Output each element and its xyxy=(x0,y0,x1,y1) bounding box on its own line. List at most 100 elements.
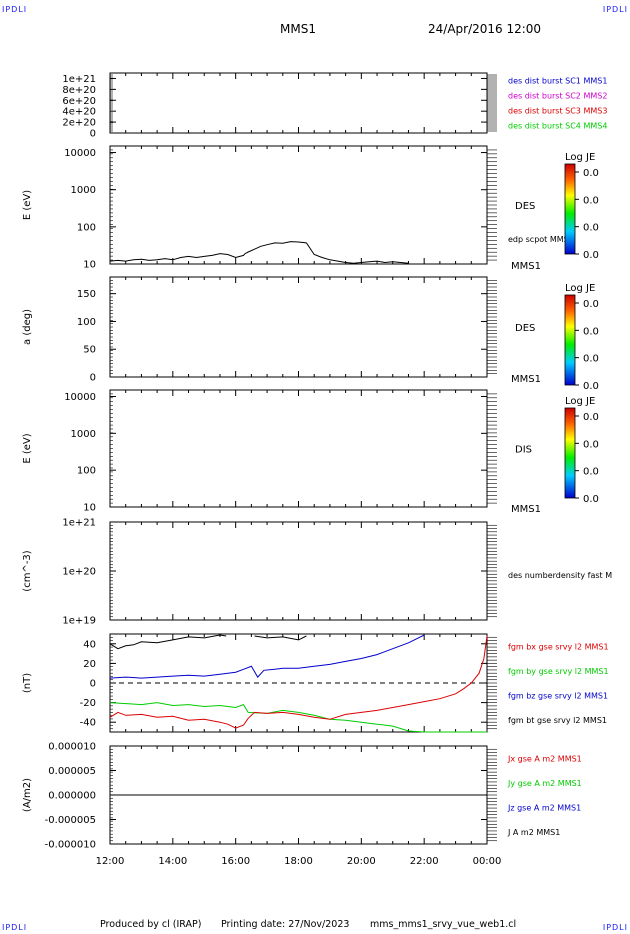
right-series-label-p5: des numberdensity fast M xyxy=(508,571,612,580)
series-line-p6 xyxy=(109,634,307,650)
colorbar-tick-label-p4: 0.0 xyxy=(583,494,599,505)
x-tick-label: 22:00 xyxy=(410,856,439,867)
colorbar-tick-label-p2: 0.0 xyxy=(583,168,599,179)
corner-label-top-left: IPDLI xyxy=(2,5,28,14)
y-tick-label-p5: 1e+19 xyxy=(62,616,96,627)
legend-entry-p1: des dist burst SC1 MMS1 xyxy=(508,77,607,86)
legend-entry-p6: fgm bz gse srvy l2 MMS1 xyxy=(508,691,608,700)
y-tick-label-p6: -20 xyxy=(80,698,96,709)
colorbar-p3 xyxy=(564,294,576,386)
colorbar-tick-label-p3: 0.0 xyxy=(583,381,599,392)
colorbar-p2 xyxy=(564,163,576,255)
y-tick-label-p5: 1e+20 xyxy=(62,567,96,578)
footer-filename: mms_mms1_srvy_vue_web1.cl xyxy=(370,919,517,930)
y-tick-label-p6: 0 xyxy=(90,679,96,690)
y-tick-label-p2: 10 xyxy=(83,260,96,271)
colorbar-tick-label-p3: 0.0 xyxy=(583,299,599,310)
y-tick-label-p6: 20 xyxy=(83,659,96,670)
y-tick-label-p7: 0.000005 xyxy=(48,766,96,777)
y-tick-label-p1: 6e+20 xyxy=(62,96,96,107)
x-tick-label: 12:00 xyxy=(96,856,125,867)
series-line-p6 xyxy=(109,635,488,729)
colorbar-title-p2: Log JE xyxy=(565,152,595,163)
y-tick-label-p1: 0 xyxy=(90,129,96,140)
colorbar-title-p4: Log JE xyxy=(565,396,595,407)
corner-label-top-right: IPDLI xyxy=(602,5,628,14)
colorbar-tick-label-p3: 0.0 xyxy=(583,354,599,365)
y-tick-label-p3: 150 xyxy=(77,289,96,300)
x-tick-label: 20:00 xyxy=(347,856,376,867)
y-tick-label-p7: -0.000010 xyxy=(45,840,96,851)
y-axis-label-p2: E (eV) xyxy=(22,190,33,220)
y-tick-label-p1: 2e+20 xyxy=(62,118,96,129)
spacecraft-label-p4: MMS1 xyxy=(511,504,541,515)
x-tick-label: 18:00 xyxy=(284,856,313,867)
y-tick-label-p6: -40 xyxy=(80,718,96,729)
corner-label-bottom-right: IPDLI xyxy=(602,923,628,932)
right-series-label-p2: edp scpot MMS1 xyxy=(508,235,574,244)
panel-frame-p4 xyxy=(109,389,488,508)
spacecraft-title: MMS1 xyxy=(280,22,316,36)
panel-frame-p3 xyxy=(109,276,488,378)
y-axis-label-p3: a (deg) xyxy=(22,309,33,345)
y-tick-label-p7: 0.000010 xyxy=(48,742,96,753)
x-tick-label: 00:00 xyxy=(473,856,502,867)
x-tick-label: 16:00 xyxy=(221,856,250,867)
colorbar-tick-label-p4: 0.0 xyxy=(583,467,599,478)
panel-frame-p1 xyxy=(109,72,488,134)
series-line-p6 xyxy=(109,634,425,679)
colorbar-tick-label-p4: 0.0 xyxy=(583,439,599,450)
legend-entry-p7: Jy gse A m2 MMS1 xyxy=(507,779,582,788)
datetime-title: 24/Apr/2016 12:00 xyxy=(428,22,542,36)
y-tick-label-p7: -0.000005 xyxy=(45,815,96,826)
colorbar-tick-label-p2: 0.0 xyxy=(583,195,599,206)
y-tick-label-p4: 1000 xyxy=(71,429,96,440)
legend-entry-p7: Jz gse A m2 MMS1 xyxy=(507,803,581,812)
y-tick-label-p7: 0.000000 xyxy=(48,791,96,802)
legend-entry-p6: fgm bt gse srvy l2 MMS1 xyxy=(508,716,607,725)
footer-printing-date: Printing date: 27/Nov/2023 xyxy=(221,919,350,930)
legend-entry-p7: Jx gse A m2 MMS1 xyxy=(507,754,582,763)
colorbar-title-p3: Log JE xyxy=(565,283,595,294)
legend-entry-p1: des dist burst SC2 MMS2 xyxy=(508,92,607,101)
spacecraft-label-p3: MMS1 xyxy=(511,374,541,385)
colorbar-tick-label-p2: 0.0 xyxy=(583,223,599,234)
footer-produced-by: Produced by cl (IRAP) xyxy=(100,919,202,930)
y-tick-label-p1: 8e+20 xyxy=(62,85,96,96)
y-tick-label-p6: 40 xyxy=(83,639,96,650)
colorbar-tick-label-p4: 0.0 xyxy=(583,412,599,423)
legend-entry-p6: fgm by gse srvy l2 MMS1 xyxy=(508,667,609,676)
y-axis-label-p7: (A/m2) xyxy=(22,778,33,812)
legend-entry-p7: J A m2 MMS1 xyxy=(507,828,560,837)
y-tick-label-p2: 1000 xyxy=(71,185,96,196)
colorbar-p4 xyxy=(564,407,576,499)
y-tick-label-p3: 50 xyxy=(83,345,96,356)
panel-frame-p2 xyxy=(109,145,488,265)
y-tick-label-p3: 100 xyxy=(77,317,96,328)
legend-entry-p6: fgm bx gse srvy l2 MMS1 xyxy=(508,642,609,651)
y-axis-label-p4: E (eV) xyxy=(22,433,33,463)
y-tick-label-p1: 4e+20 xyxy=(62,107,96,118)
y-tick-label-p4: 10 xyxy=(83,503,96,514)
y-tick-label-p5: 1e+21 xyxy=(62,518,96,529)
legend-entry-p1: des dist burst SC3 MMS3 xyxy=(508,107,607,116)
spacecraft-label-p2: MMS1 xyxy=(511,261,541,272)
x-tick-label: 14:00 xyxy=(158,856,187,867)
panel-frame-p5 xyxy=(109,521,488,621)
y-axis-label-p6: (nT) xyxy=(22,673,33,693)
y-tick-label-p4: 100 xyxy=(77,466,96,477)
y-axis-label-p5: (cm^-3) xyxy=(22,550,33,591)
series-line-p6 xyxy=(109,702,487,733)
instrument-label-p2: DES xyxy=(515,201,535,212)
y-tick-label-p1: 1e+21 xyxy=(62,74,96,85)
series-line-p2 xyxy=(109,241,409,264)
instrument-label-p4: DIS xyxy=(515,445,532,456)
instrument-label-p3: DES xyxy=(515,323,535,334)
y-tick-label-p2: 100 xyxy=(77,222,96,233)
legend-entry-p1: des dist burst SC4 MMS4 xyxy=(508,122,607,131)
y-tick-label-p2: 10000 xyxy=(64,148,96,159)
y-tick-label-p4: 10000 xyxy=(64,392,96,403)
colorbar-tick-label-p2: 0.0 xyxy=(583,250,599,261)
corner-label-bottom-left: IPDLI xyxy=(2,923,28,932)
